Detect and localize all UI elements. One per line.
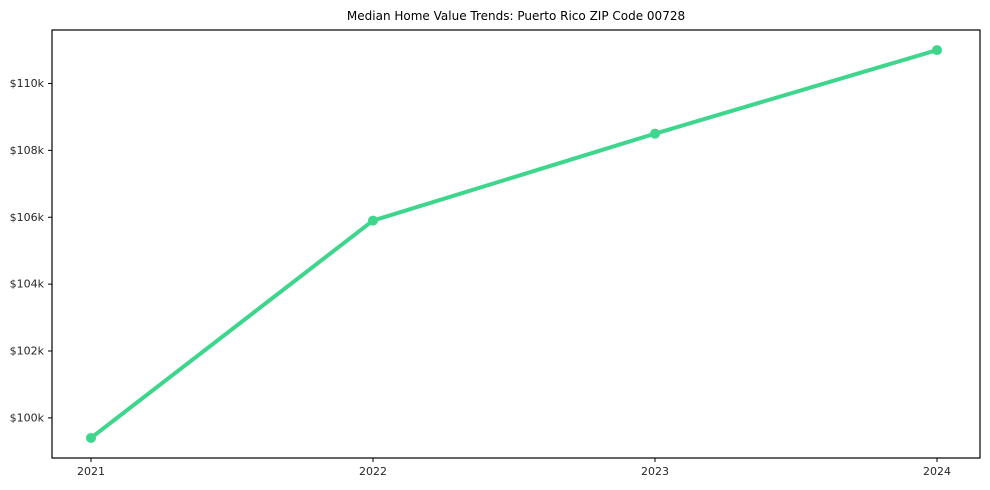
trend-line <box>89 48 939 440</box>
y-tick-label: $100k <box>10 411 45 424</box>
x-tick-label: 2023 <box>641 465 669 478</box>
y-tick-label: $106k <box>10 211 45 224</box>
data-point-marker <box>932 45 942 56</box>
x-tick-label: 2022 <box>359 465 387 478</box>
x-tick-label: 2024 <box>923 465 951 478</box>
data-point-marker <box>650 128 660 139</box>
y-tick-label: $108k <box>10 144 45 157</box>
data-point-marker <box>86 432 96 443</box>
x-tick-label: 2021 <box>77 465 105 478</box>
y-tick-label: $104k <box>10 278 45 291</box>
data-point-marker <box>368 215 378 226</box>
y-tick-label: $102k <box>10 345 45 358</box>
y-tick-label: $110k <box>10 77 45 90</box>
chart-title: Median Home Value Trends: Puerto Rico ZI… <box>346 9 686 23</box>
plot-border <box>51 29 981 459</box>
